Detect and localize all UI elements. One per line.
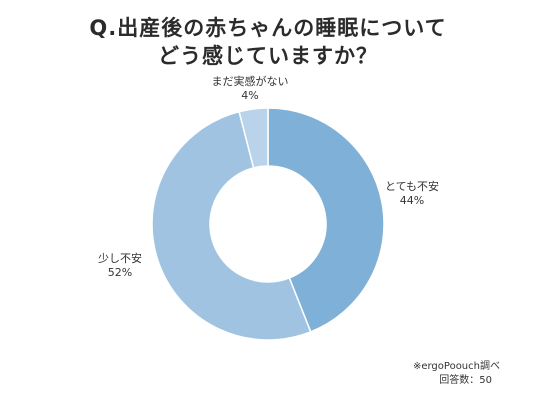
slice-label-3: まだ実感がない bbox=[212, 74, 289, 88]
slice-3 bbox=[238, 107, 269, 169]
slice-value-2: 52% bbox=[108, 266, 132, 279]
respondent-count: 回答数：50 bbox=[439, 375, 492, 386]
slice-label-1: とても不安 bbox=[385, 179, 439, 193]
slice-value-3: 4% bbox=[241, 89, 258, 102]
source-note: ※ergoPoouch調べ bbox=[412, 361, 500, 372]
slice-label-2: 少し不安 bbox=[98, 251, 142, 265]
chart-title-line2: どう感じていますか？ bbox=[158, 44, 378, 68]
slice-2 bbox=[151, 110, 312, 341]
slice-1 bbox=[267, 107, 385, 333]
chart-title-line1: Q.出産後の赤ちゃんの睡眠について bbox=[89, 16, 447, 40]
slice-value-1: 44% bbox=[400, 194, 424, 207]
